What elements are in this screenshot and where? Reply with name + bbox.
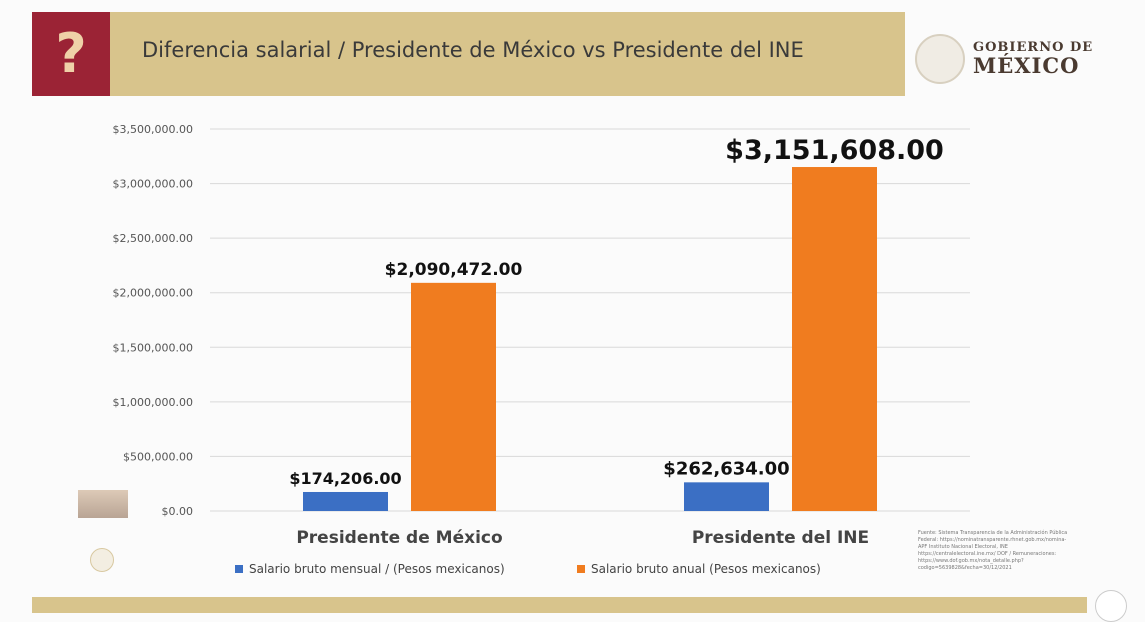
y-tick-label: $2,500,000.00 <box>113 232 193 245</box>
y-tick-label: $3,000,000.00 <box>113 178 193 191</box>
legend-swatch <box>235 565 243 573</box>
seal-icon <box>915 34 965 84</box>
x-category-label: Presidente del INE <box>692 528 869 548</box>
legend-label: Salario bruto anual (Pesos mexicanos) <box>591 562 821 576</box>
data-label: $262,634.00 <box>663 458 789 479</box>
y-tick-label: $1,500,000.00 <box>113 341 193 354</box>
logo-line2: MÉXICO <box>973 52 1080 78</box>
seal-icon <box>90 548 114 572</box>
data-label: $3,151,608.00 <box>725 135 944 166</box>
y-tick-label: $3,500,000.00 <box>113 123 193 136</box>
bar <box>684 482 769 511</box>
legend-swatch <box>577 565 585 573</box>
question-mark-icon: ? <box>32 12 110 96</box>
bar <box>411 282 496 511</box>
watermark-icon <box>1095 590 1127 622</box>
logo-line1: GOBIERNO DE <box>973 40 1094 56</box>
slide-title: Diferencia salarial / Presidente de Méxi… <box>142 38 804 62</box>
legend-label: Salario bruto mensual / (Pesos mexicanos… <box>249 562 505 576</box>
data-label: $2,090,472.00 <box>385 260 523 280</box>
y-tick-label: $500,000.00 <box>123 450 193 463</box>
footer-band <box>32 597 1087 613</box>
legend-item-anual: Salario bruto anual (Pesos mexicanos) <box>577 562 821 576</box>
source-note: Fuente: Sistema Transparencia de la Admi… <box>918 530 1068 571</box>
legend-item-mensual: Salario bruto mensual / (Pesos mexicanos… <box>235 562 505 576</box>
y-tick-label: $0.00 <box>162 505 194 518</box>
y-tick-label: $2,000,000.00 <box>113 287 193 300</box>
bar <box>792 167 877 511</box>
gobierno-logo: GOBIERNO DE MÉXICO <box>915 34 1093 84</box>
data-label: $174,206.00 <box>289 469 401 488</box>
bar <box>303 491 388 511</box>
header-band <box>32 12 905 96</box>
building-illustration <box>78 490 128 518</box>
y-tick-label: $1,000,000.00 <box>113 396 193 409</box>
x-category-label: Presidente de México <box>296 528 502 548</box>
